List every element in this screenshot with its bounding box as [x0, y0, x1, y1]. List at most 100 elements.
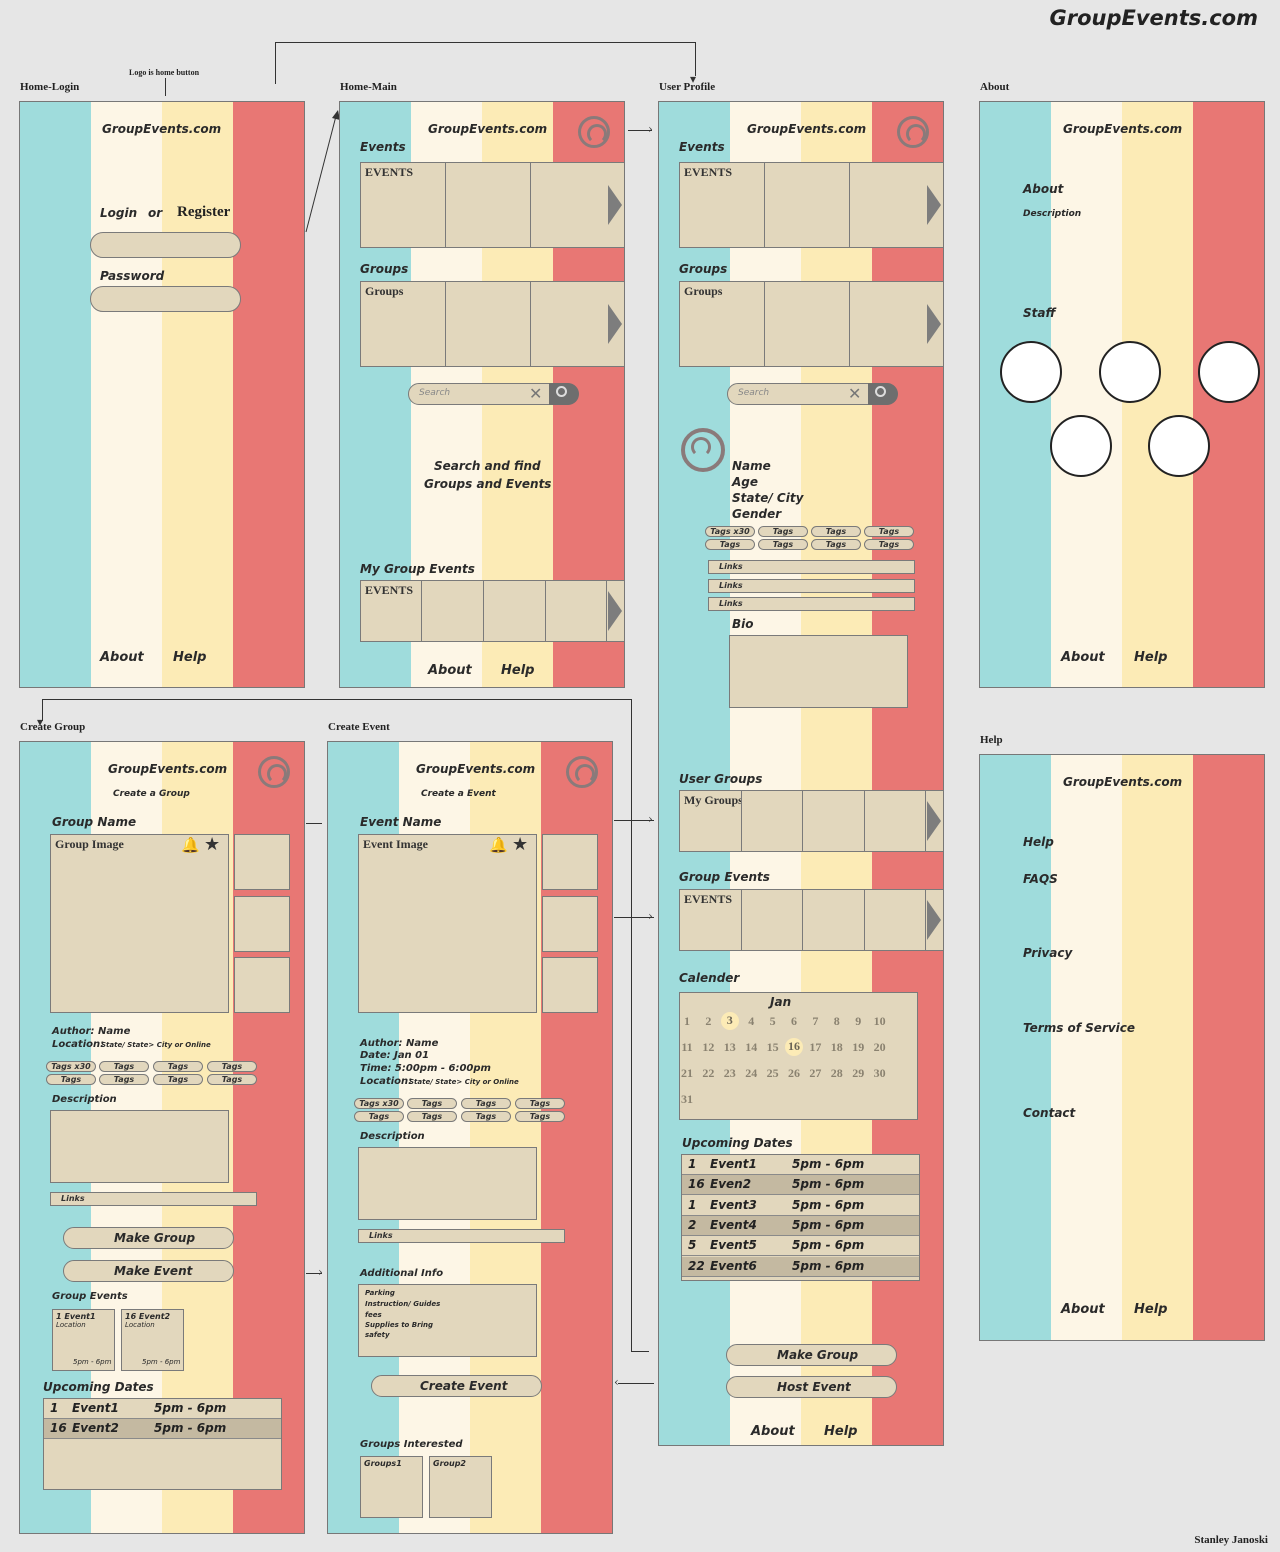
calendar-day[interactable]: 14 [745, 1040, 758, 1054]
event-card[interactable] [764, 162, 850, 248]
help-link[interactable]: Help [173, 650, 207, 665]
tag-chip[interactable]: Tags [153, 1074, 203, 1085]
contact-link[interactable]: Contact [1023, 1106, 1076, 1120]
make-group-button[interactable]: Make Group [726, 1344, 897, 1366]
about-link[interactable]: About [100, 650, 144, 665]
profile-icon[interactable] [897, 116, 929, 148]
group-card[interactable]: Group2 [429, 1456, 492, 1518]
site-logo[interactable]: GroupEvents.com [1063, 122, 1183, 136]
site-logo[interactable]: GroupEvents.com [747, 122, 867, 136]
calendar-day[interactable]: 29 [852, 1066, 865, 1080]
site-logo[interactable]: GroupEvents.com [428, 122, 548, 136]
description-input[interactable] [50, 1110, 229, 1183]
tag-chip[interactable]: Tags [864, 526, 914, 537]
calendar-day[interactable]: 5 [769, 1014, 776, 1028]
privacy-link[interactable]: Privacy [1023, 946, 1073, 960]
about-link[interactable]: About [1061, 1302, 1105, 1317]
about-link[interactable]: About [428, 663, 472, 678]
tag-chip[interactable]: Tags [864, 539, 914, 550]
host-event-button[interactable]: Host Event [726, 1376, 897, 1398]
event-card[interactable]: 16 Event2 Location 5pm - 6pm [121, 1309, 184, 1371]
star-icon[interactable]: ★ [204, 834, 221, 855]
search-input[interactable]: Search ✕ [408, 383, 579, 405]
star-icon[interactable]: ★ [512, 834, 529, 855]
next-arrow-icon[interactable] [927, 304, 941, 344]
group-card[interactable] [864, 790, 926, 852]
group-card[interactable] [530, 281, 624, 367]
event-card[interactable]: EVENTS [360, 580, 422, 642]
profile-icon[interactable] [566, 756, 598, 788]
upcoming-row[interactable]: 2 Event4 5pm - 6pm [682, 1215, 919, 1236]
staff-avatar[interactable] [1198, 341, 1260, 403]
group-card[interactable] [764, 281, 850, 367]
description-input[interactable] [358, 1147, 537, 1220]
event-card[interactable] [445, 162, 531, 248]
calendar-day[interactable]: 16 [785, 1038, 803, 1056]
staff-avatar[interactable] [1099, 341, 1161, 403]
faqs-link[interactable]: FAQS [1023, 872, 1058, 886]
clear-icon[interactable]: ✕ [848, 384, 862, 403]
calendar-day[interactable]: 2 [705, 1014, 712, 1028]
calendar-day[interactable]: 13 [723, 1040, 736, 1054]
help-link[interactable]: Help [1134, 1302, 1168, 1317]
group-card[interactable] [849, 281, 943, 367]
event-card[interactable] [802, 889, 865, 951]
search-icon[interactable] [868, 383, 898, 405]
about-link[interactable]: About [751, 1424, 795, 1439]
bell-icon[interactable]: 🔔 [181, 836, 200, 854]
tag-chip[interactable]: Tags [207, 1074, 257, 1085]
event-name-field[interactable]: Event Name [360, 815, 442, 829]
tag-chip[interactable]: Tags [705, 539, 755, 550]
site-logo[interactable]: GroupEvents.com [108, 762, 228, 776]
bio-box[interactable] [729, 635, 908, 708]
tag-chip[interactable]: Tags [99, 1074, 149, 1085]
link-row[interactable]: Links [708, 579, 915, 593]
upcoming-row[interactable]: 16 Event2 5pm - 6pm [44, 1419, 281, 1440]
calendar-day[interactable]: 15 [766, 1040, 779, 1054]
next-arrow-icon[interactable] [608, 185, 622, 225]
site-logo[interactable]: GroupEvents.com [1063, 775, 1183, 789]
group-card[interactable]: My Groups [679, 790, 743, 852]
calendar-day[interactable]: 18 [830, 1040, 843, 1054]
group-card[interactable]: Groups1 [360, 1456, 423, 1518]
calendar-day[interactable]: 20 [873, 1040, 886, 1054]
register-link[interactable]: Register [177, 204, 231, 220]
help-link[interactable]: Help [501, 663, 535, 678]
tag-chip[interactable]: Tags [811, 539, 861, 550]
tag-chip[interactable]: Tags [407, 1111, 457, 1122]
calendar-day[interactable]: 21 [681, 1066, 693, 1080]
help-link[interactable]: Help [1134, 650, 1168, 665]
login-input[interactable] [90, 232, 241, 258]
image-thumbnail[interactable] [542, 957, 598, 1013]
staff-avatar[interactable] [1000, 341, 1062, 403]
image-thumbnail[interactable] [542, 896, 598, 952]
bell-icon[interactable]: 🔔 [489, 836, 508, 854]
event-card[interactable] [545, 580, 607, 642]
calendar-day[interactable]: 17 [809, 1040, 822, 1054]
clear-icon[interactable]: ✕ [529, 384, 543, 403]
calendar-day[interactable]: 11 [681, 1040, 693, 1054]
calendar-day[interactable]: 31 [681, 1092, 693, 1106]
next-arrow-icon[interactable] [927, 185, 941, 225]
next-arrow-icon[interactable] [608, 304, 622, 344]
upcoming-row[interactable]: 16 Even2 5pm - 6pm [682, 1175, 919, 1196]
event-card[interactable] [849, 162, 943, 248]
event-card[interactable]: EVENTS [679, 162, 765, 248]
group-card[interactable] [445, 281, 531, 367]
calendar-day[interactable]: 10 [873, 1014, 886, 1028]
calendar-day[interactable]: 26 [788, 1066, 800, 1080]
calendar-day[interactable]: 8 [833, 1014, 840, 1028]
calendar-day[interactable]: 28 [830, 1066, 843, 1080]
tag-chip[interactable]: Tags [515, 1098, 565, 1109]
event-card[interactable]: EVENTS [360, 162, 446, 248]
event-card[interactable] [606, 580, 624, 642]
help-link[interactable]: Help [824, 1424, 858, 1439]
help-heading[interactable]: Help [1023, 835, 1054, 849]
event-card[interactable] [530, 162, 624, 248]
group-card[interactable] [802, 790, 865, 852]
tag-chip[interactable]: Tags [515, 1111, 565, 1122]
tag-chip[interactable]: Tags [758, 526, 808, 537]
upcoming-row[interactable]: 1 Event1 5pm - 6pm [44, 1399, 281, 1419]
calendar-day[interactable]: 30 [873, 1066, 886, 1080]
search-icon[interactable] [549, 383, 579, 405]
